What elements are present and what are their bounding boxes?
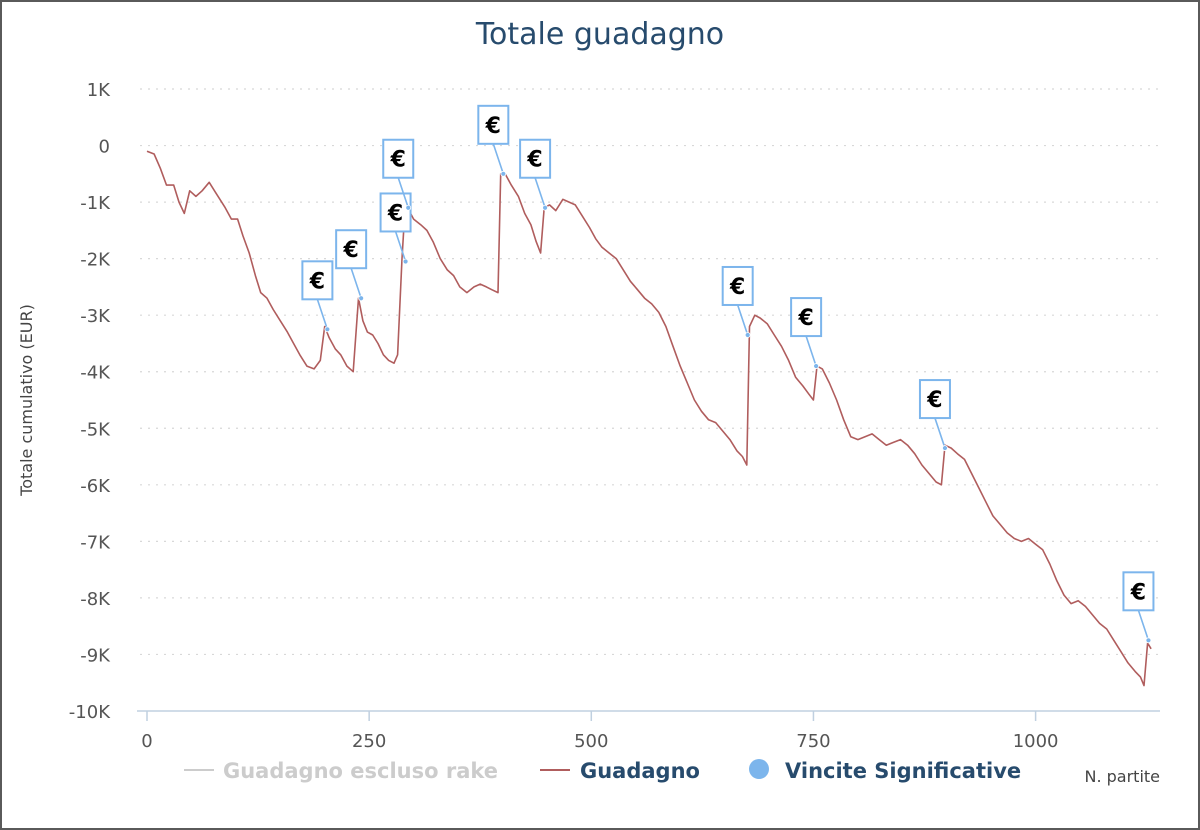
flag-point bbox=[744, 332, 751, 338]
flag-point bbox=[1145, 637, 1152, 644]
flag-label: € bbox=[485, 114, 501, 139]
y-axis-ticks: 1K 0 -1K -2K -3K -4K -5K -6K -7K -8K -9K -10K bbox=[69, 80, 111, 723]
flag-box bbox=[519, 138, 552, 179]
flag-connector bbox=[350, 267, 362, 299]
flag-box bbox=[790, 297, 823, 338]
flag-label: € bbox=[526, 148, 542, 173]
x-tick-label: 250 bbox=[352, 731, 386, 752]
legend-marker bbox=[749, 759, 769, 779]
flag-point bbox=[542, 204, 548, 211]
x-tick-label: 0 bbox=[141, 731, 152, 752]
flag-marker: € bbox=[379, 192, 412, 265]
flag-connector bbox=[492, 143, 505, 175]
flag-box bbox=[721, 265, 754, 306]
x-tick-label: 1000 bbox=[1013, 731, 1059, 752]
series-layer bbox=[146, 150, 1152, 687]
y-tick-label: -3K bbox=[80, 306, 111, 327]
flag-label: € bbox=[342, 238, 358, 263]
y-tick-label: -4K bbox=[80, 363, 111, 384]
flag-marker: € bbox=[519, 138, 552, 211]
flags-layer: € € € € € € € € € € bbox=[301, 104, 1155, 644]
flag-connector bbox=[805, 335, 817, 367]
flag-connector bbox=[934, 417, 946, 449]
flag-connector bbox=[1137, 610, 1150, 641]
flag-connector bbox=[394, 231, 407, 262]
flag-connector bbox=[397, 177, 410, 208]
flag-marker: € bbox=[918, 379, 951, 451]
y-tick-label: -7K bbox=[80, 532, 111, 553]
y-tick-label: -1K bbox=[80, 193, 111, 214]
legend: Guadagno escluso rake Guadagno Vincite S… bbox=[184, 759, 1021, 783]
flag-marker: € bbox=[790, 297, 823, 369]
flag-point bbox=[324, 326, 331, 333]
y-tick-label: -2K bbox=[80, 250, 111, 271]
flag-marker: € bbox=[477, 104, 510, 177]
flag-point bbox=[405, 204, 412, 211]
flag-box bbox=[335, 229, 368, 270]
flag-box bbox=[301, 260, 334, 301]
y-tick-label: -8K bbox=[80, 589, 111, 610]
y-tick-label: 0 bbox=[99, 137, 110, 158]
x-tick-label: 750 bbox=[796, 731, 830, 752]
flag-marker: € bbox=[301, 260, 334, 333]
x-tick-label: 500 bbox=[574, 731, 608, 752]
flag-label: € bbox=[729, 275, 745, 300]
flag-box bbox=[382, 138, 415, 179]
legend-item-guadagno-escluso-rake[interactable]: Guadagno escluso rake bbox=[184, 759, 498, 783]
x-axis: 0 250 500 750 1000 bbox=[137, 710, 1160, 752]
flag-box bbox=[477, 104, 510, 145]
flag-marker: € bbox=[382, 138, 415, 211]
y-tick-label: -10K bbox=[69, 702, 111, 723]
chart-title: Totale guadagno bbox=[475, 17, 724, 52]
flag-label: € bbox=[1130, 580, 1146, 605]
flag-connector bbox=[736, 304, 749, 336]
flag-point bbox=[358, 295, 365, 302]
y-tick-label: 1K bbox=[87, 80, 111, 101]
flag-label: € bbox=[390, 148, 406, 173]
flag-marker: € bbox=[721, 265, 754, 338]
legend-label: Vincite Significative bbox=[785, 759, 1021, 783]
flag-label: € bbox=[926, 388, 942, 413]
grid-lines bbox=[140, 88, 1160, 656]
legend-label: Guadagno escluso rake bbox=[223, 759, 498, 783]
flag-box bbox=[918, 379, 951, 420]
flag-label: € bbox=[309, 269, 325, 294]
flag-point bbox=[942, 445, 948, 451]
flag-connector bbox=[316, 299, 329, 330]
flag-marker: € bbox=[335, 229, 368, 302]
flag-label: € bbox=[797, 306, 813, 331]
flag-point bbox=[500, 170, 507, 177]
series-line-guadagno bbox=[146, 150, 1152, 687]
y-tick-label: -6K bbox=[80, 476, 111, 497]
flag-box bbox=[1122, 571, 1155, 612]
flag-connector bbox=[534, 177, 546, 208]
flag-point bbox=[402, 258, 409, 265]
y-tick-label: -5K bbox=[80, 419, 111, 440]
legend-item-guadagno[interactable]: Guadagno bbox=[540, 759, 700, 783]
flag-label: € bbox=[387, 201, 403, 226]
y-tick-label: -9K bbox=[80, 645, 111, 666]
flag-point bbox=[813, 363, 820, 369]
legend-label: Guadagno bbox=[580, 759, 700, 783]
y-axis-label: Totale cumulativo (EUR) bbox=[17, 304, 36, 497]
x-axis-label: N. partite bbox=[1084, 767, 1160, 786]
flag-marker: € bbox=[1122, 571, 1155, 644]
legend-item-vincite-significative[interactable]: Vincite Significative bbox=[749, 759, 1021, 783]
